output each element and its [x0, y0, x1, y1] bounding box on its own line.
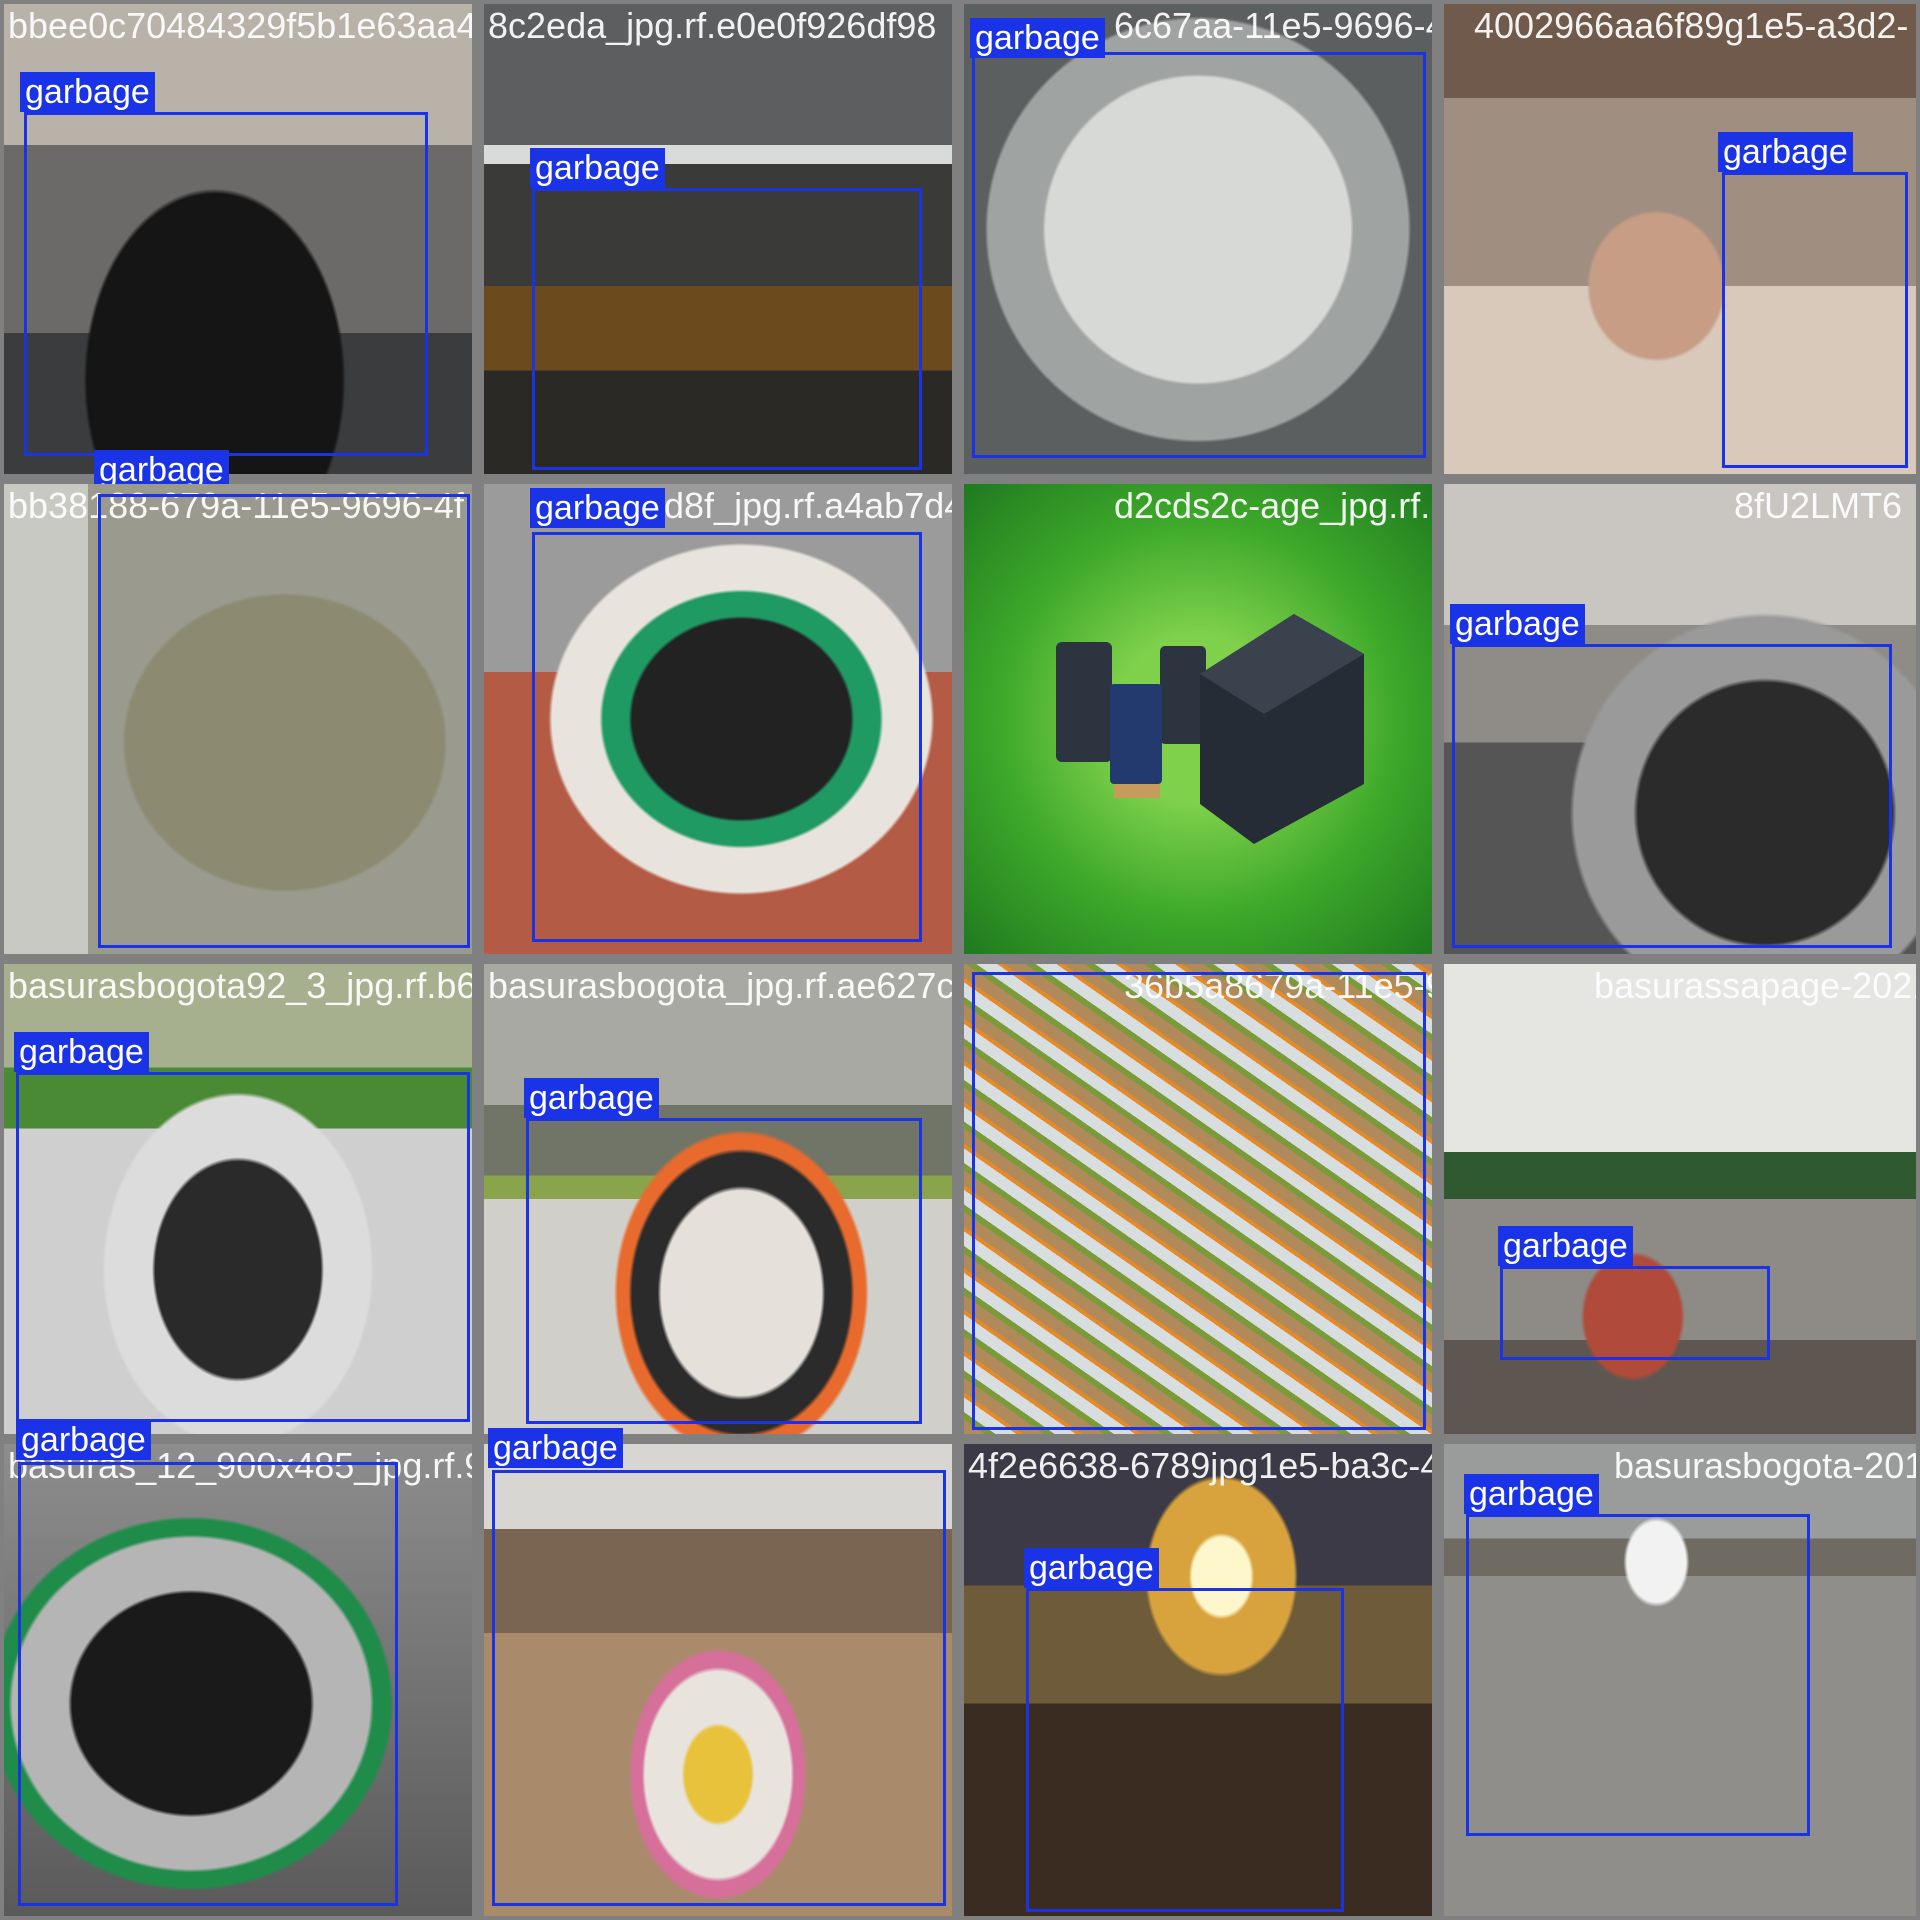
box-label: garbage	[1498, 1226, 1633, 1266]
bounding-box	[972, 972, 1426, 1430]
box-label: garbage	[488, 1428, 623, 1468]
bounding-box	[1452, 644, 1892, 948]
garbage-photo	[484, 4, 952, 474]
image-tile-7: d2cds2c-age_jpg.rf.b6c2e7a8f	[964, 484, 1432, 954]
garbage-photo	[484, 964, 952, 1434]
garbage-photo	[964, 1444, 1432, 1916]
image-tile-11: 36b5a8679a-11e5-9696-4f	[964, 964, 1432, 1434]
box-label: garbage	[1024, 1548, 1159, 1588]
image-tile-12: basurassapage-2021-08-2 garbage	[1444, 964, 1916, 1434]
garbage-photo	[1444, 484, 1916, 954]
box-label: garbage	[94, 450, 229, 490]
image-tile-2: 8c2eda_jpg.rf.e0e0f926df98 garbage	[484, 4, 952, 474]
bounding-box	[972, 52, 1426, 458]
box-label: garbage	[14, 1032, 149, 1072]
image-tile-9: basurasbogota92_3_jpg.rf.b6 garbage	[4, 964, 472, 1434]
garbage-photo	[4, 1444, 472, 1916]
garbage-photo	[1444, 964, 1916, 1434]
bounding-box	[532, 188, 922, 470]
bounding-box	[1500, 1266, 1770, 1360]
box-label: garbage	[1450, 604, 1585, 644]
image-tile-14	[484, 1444, 952, 1916]
image-tile-1: bbee0c70484329f5b1e63aa4 garbage	[4, 4, 472, 474]
bounding-box	[24, 112, 428, 456]
image-tile-5: bb38188-679a-11e5-9696-4f	[4, 484, 472, 954]
image-tile-15: 4f2e6638-6789jpg1e5-ba3c-4 garbage	[964, 1444, 1432, 1916]
bounding-box	[492, 1470, 946, 1906]
garbage-photo	[484, 1444, 952, 1916]
garbage-photo	[1444, 1444, 1916, 1916]
box-label: garbage	[970, 18, 1105, 58]
box-label: garbage	[524, 1078, 659, 1118]
box-label: garbage	[1464, 1474, 1599, 1514]
garbage-photo	[4, 484, 472, 954]
box-label: garbage	[530, 148, 665, 188]
garbage-photo	[1444, 4, 1916, 474]
bounding-box	[532, 532, 922, 942]
bounding-box	[526, 1118, 922, 1424]
image-tile-13: basuras_12_900x485_jpg.rf.9	[4, 1444, 472, 1916]
garbage-photo	[964, 4, 1432, 474]
box-label: garbage	[530, 488, 665, 528]
image-tile-4: 4002966aa6f89g1e5-a3d2- garbage	[1444, 4, 1916, 474]
image-tile-8: 8fU2LMT6 garbage	[1444, 484, 1916, 954]
image-tile-16: basurasbogota-2017-10-1 garbage	[1444, 1444, 1916, 1916]
bounding-box	[16, 1072, 470, 1422]
waste-bins-illustration	[1056, 614, 1364, 844]
image-tile-10: basurasbogota_jpg.rf.ae627c3563 garbage	[484, 964, 952, 1434]
garbage-photo	[964, 964, 1432, 1434]
image-tile-6: d8f_jpg.rf.a4ab7d4a55ad2cd427c3 garbage	[484, 484, 952, 954]
box-label: garbage	[1718, 132, 1853, 172]
bounding-box	[1466, 1514, 1810, 1836]
garbage-photo	[484, 484, 952, 954]
box-label: garbage	[16, 1420, 151, 1460]
bounding-box	[1722, 172, 1908, 468]
box-label: garbage	[20, 72, 155, 112]
image-tile-3: 6c67aa-11e5-9696-4f garbage	[964, 4, 1432, 474]
bounding-box	[18, 1462, 398, 1906]
bounding-box	[1026, 1588, 1344, 1912]
bounding-box	[98, 494, 470, 948]
